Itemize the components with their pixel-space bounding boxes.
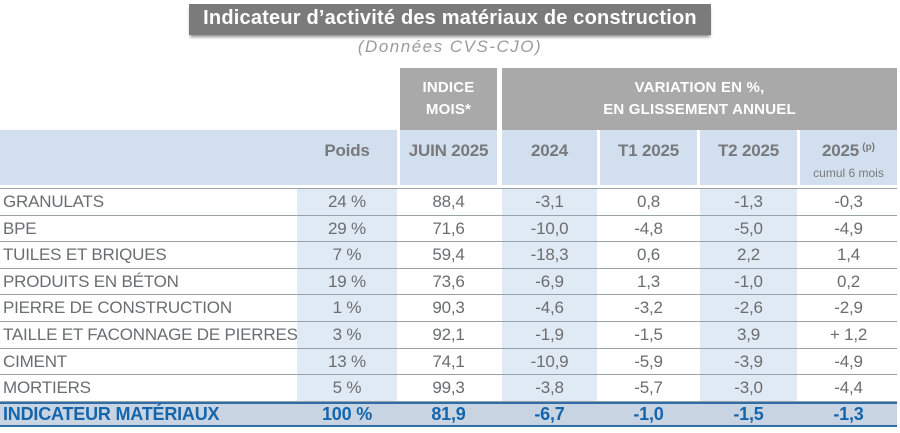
cell-indice-juin: 73,6	[432, 271, 465, 291]
cell-t2-2025: 2,2	[700, 242, 797, 268]
row-label: TAILLE ET FACONNAGE DE PIERRES	[3, 324, 297, 344]
cell-t1-2025: -1,5	[634, 324, 663, 344]
row-label: BPE	[3, 218, 37, 238]
column-header-t1-2025: T1 2025	[600, 130, 697, 185]
cell-cumul-2025: -0,3	[834, 192, 863, 211]
cell-t1-2025: 1,3	[636, 271, 661, 291]
cell-t2-2025: -3,9	[700, 348, 797, 375]
row-label: TUILES ET BRIQUES	[3, 245, 167, 265]
group-header-variation: VARIATION EN %, EN GLISSEMENT ANNUEL	[502, 68, 897, 130]
cell-indice-juin: 92,1	[432, 324, 465, 344]
page-title: Indicateur d’activité des matériaux de c…	[189, 4, 711, 35]
column-header-2025p-subline: cumul 6 mois	[813, 166, 884, 180]
cell-poids: 3 %	[297, 321, 397, 348]
column-header-empty	[0, 130, 297, 185]
cell-cumul-2025: 0,2	[836, 271, 861, 291]
cell-t1-2025: 0,6	[636, 245, 661, 265]
total-cell-2024: -6,7	[534, 403, 565, 424]
table-body: GRANULATS 24 % 88,4 -3,1 0,8 -1,3 -0,3 B…	[0, 188, 897, 428]
table-row-pierre-de-construction: PIERRE DE CONSTRUCTION 1 % 90,3 -4,6 -3,…	[0, 295, 897, 322]
group-header-variation-line1: VARIATION EN %,	[634, 79, 765, 97]
cell-cumul-2025: -4,4	[834, 378, 863, 398]
materials-table: INDICE MOIS* VARIATION EN %, EN GLISSEME…	[0, 68, 897, 428]
cell-2024: -3,8	[502, 375, 597, 401]
title-bar: Indicateur d’activité des matériaux de c…	[0, 4, 900, 35]
column-header-juin-2025: JUIN 2025	[400, 130, 497, 185]
cell-t1-2025: 0,8	[636, 192, 661, 211]
row-label: GRANULATS	[3, 192, 104, 211]
cell-t2-2025: 3,9	[700, 321, 797, 348]
cell-poids: 13 %	[297, 348, 397, 375]
cell-t1-2025: -4,8	[634, 218, 663, 238]
cell-2024: -10,9	[502, 348, 597, 375]
total-cell-poids: 100 %	[321, 403, 373, 424]
cell-cumul-2025: -2,9	[834, 298, 863, 318]
cell-cumul-2025: -4,9	[834, 351, 863, 371]
column-header-row: Poids JUIN 2025 2024 T1 2025 T2 2025 202…	[0, 130, 897, 185]
cell-indice-juin: 99,3	[432, 378, 465, 398]
cell-poids: 19 %	[297, 268, 397, 295]
group-header-indice-line1: INDICE	[422, 79, 475, 97]
cell-poids: 1 %	[297, 295, 397, 321]
column-header-2025p-year: 2025	[821, 141, 860, 160]
cell-t2-2025: -1,3	[700, 189, 797, 215]
column-header-t2-2025: T2 2025	[700, 130, 797, 185]
cell-poids: 29 %	[297, 215, 397, 242]
cell-2024: -10,0	[502, 215, 597, 242]
cell-poids: 24 %	[297, 189, 397, 215]
column-header-2025p-flag: (p)	[862, 142, 876, 153]
row-label: CIMENT	[3, 351, 67, 371]
total-row-label: INDICATEUR MATÉRIAUX	[3, 403, 220, 424]
cell-t2-2025: -2,6	[700, 295, 797, 321]
table-row-mortiers: MORTIERS 5 % 99,3 -3,8 -5,7 -3,0 -4,4	[0, 375, 897, 402]
cell-t2-2025: -1,0	[700, 268, 797, 295]
group-header-variation-line2: EN GLISSEMENT ANNUEL	[603, 101, 796, 118]
group-header-row: INDICE MOIS* VARIATION EN %, EN GLISSEME…	[0, 68, 897, 130]
row-label: PIERRE DE CONSTRUCTION	[3, 298, 232, 318]
group-header-indice-mois: INDICE MOIS*	[400, 68, 497, 130]
cell-2024: -18,3	[502, 242, 597, 268]
row-label: MORTIERS	[3, 378, 91, 398]
table-row-tuiles-et-briques: TUILES ET BRIQUES 7 % 59,4 -18,3 0,6 2,2…	[0, 242, 897, 269]
cell-2024: -3,1	[502, 189, 597, 215]
subtitle: (Données CVS-CJO)	[357, 37, 543, 56]
cell-poids: 7 %	[297, 242, 397, 268]
cell-indice-juin: 59,4	[432, 245, 465, 265]
cell-2024: -1,9	[502, 321, 597, 348]
table-row-granulats: GRANULATS 24 % 88,4 -3,1 0,8 -1,3 -0,3	[0, 189, 897, 216]
cell-t1-2025: -5,9	[634, 351, 663, 371]
total-cell-t1-2025: -1,0	[633, 403, 664, 424]
cell-indice-juin: 88,4	[432, 192, 465, 211]
column-header-2025p: 2025 (p) cumul 6 mois	[800, 130, 897, 185]
cell-cumul-2025: 1,4	[836, 245, 861, 265]
column-header-2024: 2024	[502, 130, 597, 185]
table-row-produits-en-beton: PRODUITS EN BÉTON 19 % 73,6 -6,9 1,3 -1,…	[0, 268, 897, 296]
total-cell-indice-juin: 81,9	[431, 403, 466, 424]
cell-indice-juin: 90,3	[432, 298, 465, 318]
cell-2024: -4,6	[502, 295, 597, 321]
cell-poids: 5 %	[297, 375, 397, 401]
cell-2024: -6,9	[502, 268, 597, 295]
table-row-ciment: CIMENT 13 % 74,1 -10,9 -5,9 -3,9 -4,9	[0, 348, 897, 376]
cell-t1-2025: -3,2	[634, 298, 663, 318]
cell-cumul-2025: -4,9	[834, 218, 863, 238]
total-cell-t2-2025: -1,5	[733, 403, 764, 424]
total-cell-cumul-2025: -1,3	[833, 403, 864, 424]
cell-t2-2025: -5,0	[700, 215, 797, 242]
cell-indice-juin: 71,6	[432, 218, 465, 238]
column-header-poids: Poids	[297, 130, 397, 185]
table-row-taille-faconnage: TAILLE ET FACONNAGE DE PIERRES 3 % 92,1 …	[0, 321, 897, 349]
cell-indice-juin: 74,1	[432, 351, 465, 371]
group-header-indice-line2: MOIS*	[425, 101, 472, 118]
cell-t1-2025: -5,7	[634, 378, 663, 398]
cell-t2-2025: -3,0	[700, 375, 797, 401]
cell-cumul-2025: + 1,2	[829, 324, 868, 344]
table-row-bpe: BPE 29 % 71,6 -10,0 -4,8 -5,0 -4,9	[0, 215, 897, 243]
row-label: PRODUITS EN BÉTON	[3, 271, 179, 291]
table-row-total-indicateur-materiaux: INDICATEUR MATÉRIAUX 100 % 81,9 -6,7 -1,…	[0, 401, 897, 428]
